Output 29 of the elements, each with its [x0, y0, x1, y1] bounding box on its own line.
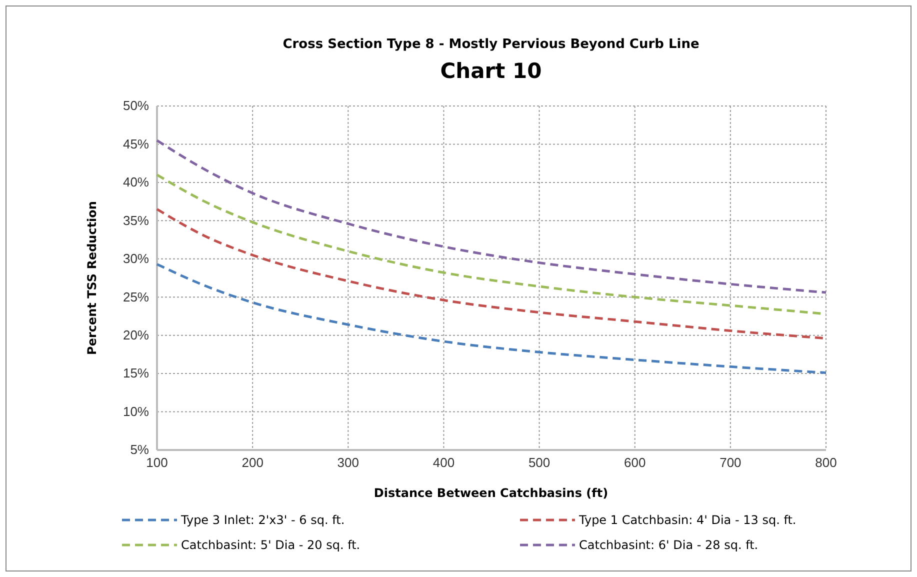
chart-title: Cross Section Type 8 - Mostly Pervious Beyond Curb Line — [282, 37, 700, 52]
y-tick-label: 25% — [122, 289, 150, 304]
y-tick-label: 40% — [122, 174, 150, 190]
line-series — [156, 139, 828, 294]
x-tick-label: 400 — [432, 455, 455, 470]
chart-subtitle: Chart 10 — [440, 59, 542, 83]
x-tick-label: 500 — [528, 455, 550, 470]
y-tick-label: 10% — [122, 404, 150, 419]
legend-label: Catchbasint: 5' Dia - 20 sq. ft. — [181, 538, 360, 552]
y-tick-label: 45% — [122, 136, 150, 152]
y-tick-label: 15% — [122, 366, 150, 381]
x-tick-label: 600 — [624, 455, 646, 470]
x-tick-label: 700 — [720, 455, 742, 470]
y-axis-title: Percent TSS Reduction — [85, 201, 99, 355]
y-tick-label: 30% — [122, 251, 150, 266]
x-tick-label: 300 — [337, 455, 359, 470]
y-tick-label: 20% — [122, 327, 150, 342]
line-series — [156, 174, 828, 316]
x-axis-title: Distance Between Catchbasins (ft) — [374, 486, 608, 500]
y-tick-label: 35% — [122, 212, 150, 228]
legend-label: Type 1 Catchbasin: 4' Dia - 13 sq. ft. — [578, 513, 796, 527]
x-tick-label: 100 — [146, 455, 168, 470]
x-tick-label: 800 — [815, 455, 837, 470]
y-tick-label: 50% — [122, 98, 150, 114]
line-series — [156, 262, 828, 374]
x-tick-label: 200 — [242, 455, 264, 470]
legend-label: Catchbasint: 6' Dia - 28 sq. ft. — [579, 538, 758, 552]
legend-label: Type 3 Inlet: 2'x3' - 6 sq. ft. — [180, 513, 345, 527]
y-tick-label: 5% — [130, 442, 150, 458]
